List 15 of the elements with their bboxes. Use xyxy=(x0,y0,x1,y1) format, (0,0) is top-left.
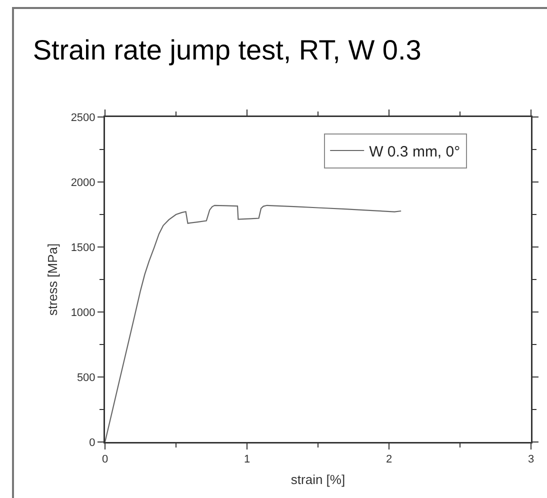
y-tick-label: 2000 xyxy=(70,176,96,189)
x-tick-label: 2 xyxy=(386,454,392,466)
y-tick-label: 500 xyxy=(76,372,96,384)
x-tick-label: 3 xyxy=(528,454,534,466)
line-series xyxy=(105,204,402,442)
y-tick-label: 2500 xyxy=(70,112,96,124)
x-tick-label: 0 xyxy=(102,454,108,466)
x-tick-label: 1 xyxy=(244,454,250,466)
y-tick-label: 1500 xyxy=(70,242,96,254)
y-axis-title: stress [MPa] xyxy=(45,243,60,316)
chart-title: Strain rate jump test, RT, W 0.3 xyxy=(32,34,422,66)
y-tick-label: 0 xyxy=(89,436,96,449)
y-tick-label: 1000 xyxy=(70,306,96,319)
legend-label: W 0.3 mm, 0° xyxy=(369,143,460,160)
x-axis-title: strain [%] xyxy=(290,472,346,488)
